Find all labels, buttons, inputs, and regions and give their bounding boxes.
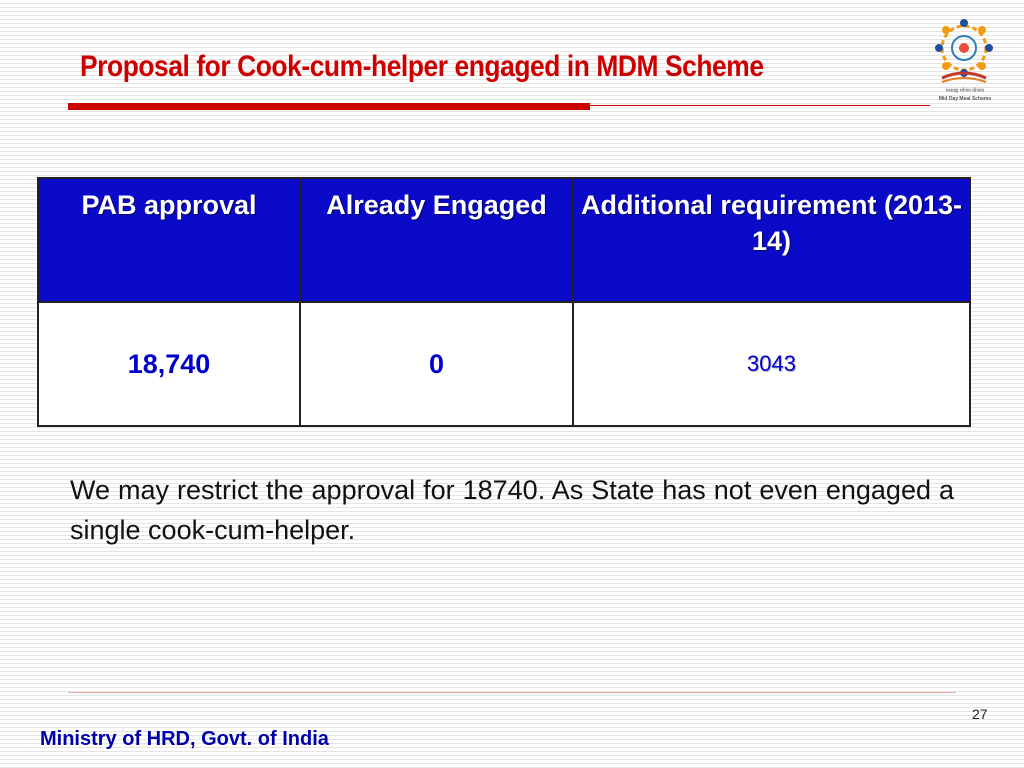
cook-helper-table: PAB approval Already Engaged Additional … — [37, 177, 971, 427]
logo-caption-hindi: मध्याह्न भोजन योजना — [945, 88, 985, 94]
footer-ministry: Ministry of HRD, Govt. of India — [40, 728, 329, 750]
logo-caption: Mid Day Meal Scheme — [938, 96, 992, 102]
table-row: 18,740 0 3043 — [37, 301, 971, 427]
header-additional-requirement: Additional requirement (2013-14) — [572, 177, 971, 303]
slide-title: Proposal for Cook-cum-helper engaged in … — [80, 50, 764, 83]
value-already-engaged: 0 — [299, 301, 574, 427]
value-additional-requirement: 3043 — [572, 301, 971, 427]
table-header-row: PAB approval Already Engaged Additional … — [37, 177, 971, 303]
title-underline-line — [590, 105, 930, 106]
header-already-engaged: Already Engaged — [299, 177, 574, 303]
title-underline-bar — [68, 103, 590, 110]
page-number: 27 — [972, 706, 988, 722]
mid-day-meal-logo-icon — [935, 19, 993, 83]
value-pab-approval: 18,740 — [37, 301, 301, 427]
footer-divider — [68, 692, 956, 693]
note-text: We may restrict the approval for 18740. … — [70, 475, 954, 545]
header-pab-approval: PAB approval — [37, 177, 301, 303]
